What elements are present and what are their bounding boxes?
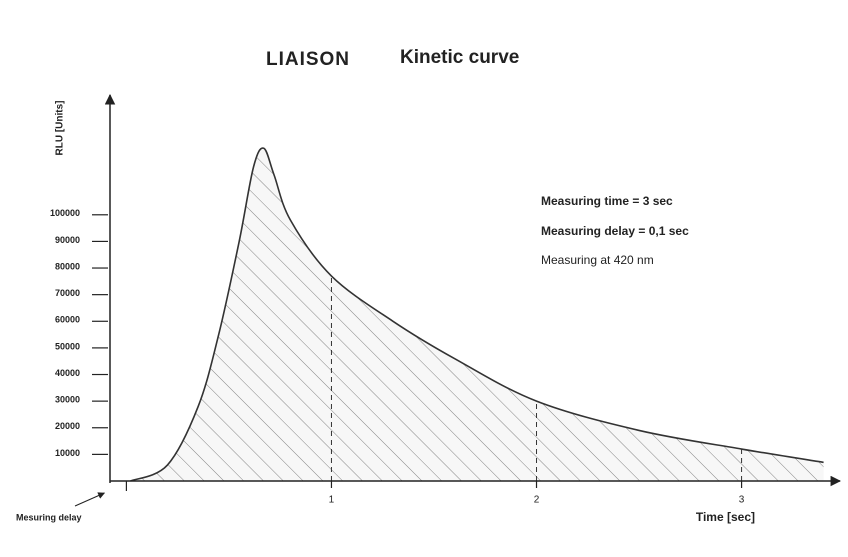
y-tick-label: 40000 bbox=[55, 368, 80, 378]
y-tick-label: 100000 bbox=[50, 208, 80, 218]
x-tick-label: Mesuring delay bbox=[16, 512, 82, 522]
annotation-arrow bbox=[74, 492, 106, 507]
x-tick-label: 2 bbox=[534, 495, 540, 506]
brand: LIAISON bbox=[266, 49, 350, 70]
curve bbox=[130, 147, 824, 482]
x-tick-label: 3 bbox=[739, 495, 745, 506]
y-tick-label: 10000 bbox=[55, 448, 80, 458]
x-axis-label: Time [sec] bbox=[696, 510, 755, 524]
annotation: Measuring time = 3 sec bbox=[541, 194, 673, 208]
y-axis-label: RLU [Units] bbox=[55, 101, 66, 156]
chart-title: Kinetic curve bbox=[400, 47, 519, 68]
y-tick-label: 80000 bbox=[55, 261, 80, 271]
area-fill bbox=[130, 148, 824, 481]
y-tick-label: 70000 bbox=[55, 288, 80, 298]
y-tick-label: 90000 bbox=[55, 235, 80, 245]
y-tick-label: 60000 bbox=[55, 315, 80, 325]
annotation: Measuring delay = 0,1 sec bbox=[541, 224, 689, 238]
annotation: Measuring at 420 nm bbox=[541, 253, 654, 267]
y-tick-label: 50000 bbox=[55, 341, 80, 351]
y-tick-label: 20000 bbox=[55, 421, 80, 431]
x-tick-label: 1 bbox=[329, 495, 335, 506]
y-tick-label: 30000 bbox=[55, 395, 80, 405]
